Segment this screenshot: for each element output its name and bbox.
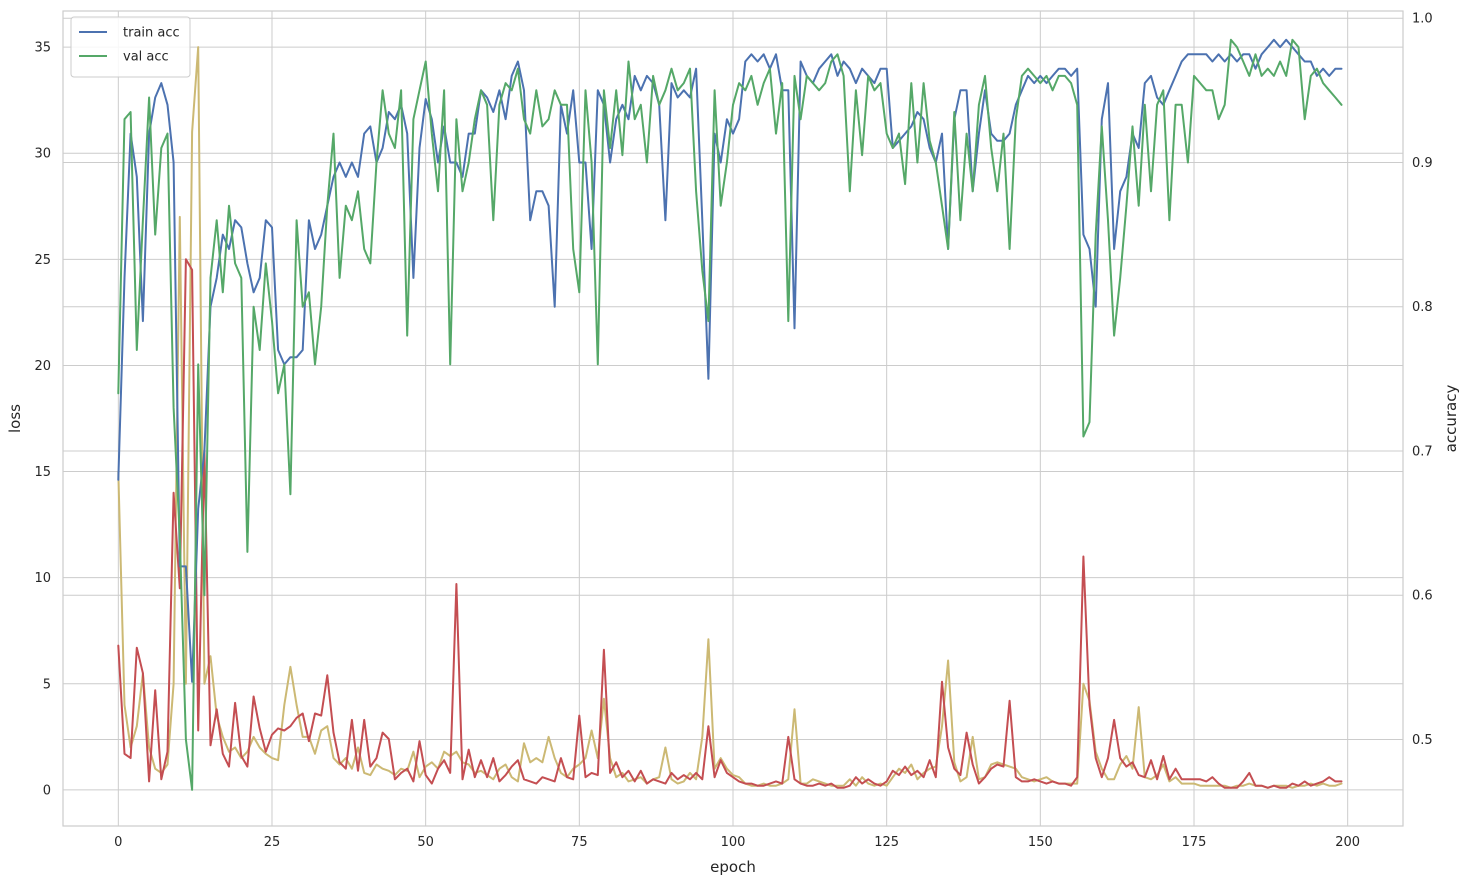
left-y-tick-label: 30 — [34, 147, 51, 162]
right-y-axis-label: accuracy — [1442, 385, 1460, 453]
left-y-axis-label: loss — [6, 404, 24, 433]
x-tick-label: 200 — [1335, 835, 1360, 850]
right-y-tick-label: 0.6 — [1412, 589, 1433, 604]
x-tick-label: 75 — [571, 835, 588, 850]
left-y-tick-label: 15 — [34, 465, 51, 480]
left-y-axis-ticks: 0 5 10 15 20 25 30 35 — [34, 41, 51, 799]
legend-label: train acc — [123, 26, 180, 41]
left-y-tick-label: 25 — [34, 253, 51, 268]
x-tick-label: 125 — [874, 835, 899, 850]
right-y-axis-ticks: 0.5 0.6 0.7 0.8 0.9 1.0 — [1412, 12, 1433, 748]
right-y-tick-label: 1.0 — [1412, 12, 1433, 27]
loss-line-2 — [117, 46, 1343, 789]
x-tick-label: 50 — [417, 835, 434, 850]
left-y-tick-label: 10 — [34, 571, 51, 586]
loss-line-3 — [117, 258, 1343, 789]
legend: train acc val acc — [70, 16, 191, 78]
x-tick-label: 25 — [264, 835, 281, 850]
x-tick-label: 175 — [1182, 835, 1207, 850]
right-y-tick-label: 0.7 — [1412, 444, 1433, 459]
right-y-tick-label: 0.5 — [1412, 733, 1433, 748]
right-y-tick-label: 0.8 — [1412, 300, 1433, 315]
left-y-tick-label: 20 — [34, 359, 51, 374]
x-axis-ticks: 0 25 50 75 100 125 150 175 200 — [114, 835, 1360, 850]
right-y-tick-label: 0.9 — [1412, 156, 1433, 171]
x-tick-label: 150 — [1028, 835, 1053, 850]
x-axis-label: epoch — [710, 858, 756, 876]
plot-frame — [62, 10, 1404, 827]
x-tick-label: 0 — [114, 835, 122, 850]
left-y-tick-label: 35 — [34, 41, 51, 56]
x-tick-label: 100 — [721, 835, 746, 850]
left-y-tick-label: 5 — [43, 677, 51, 692]
gridlines — [63, 11, 1403, 826]
series-lines — [117, 38, 1343, 791]
left-y-tick-label: 0 — [43, 783, 51, 798]
val-acc-line — [117, 38, 1343, 791]
legend-label: val acc — [123, 50, 169, 65]
